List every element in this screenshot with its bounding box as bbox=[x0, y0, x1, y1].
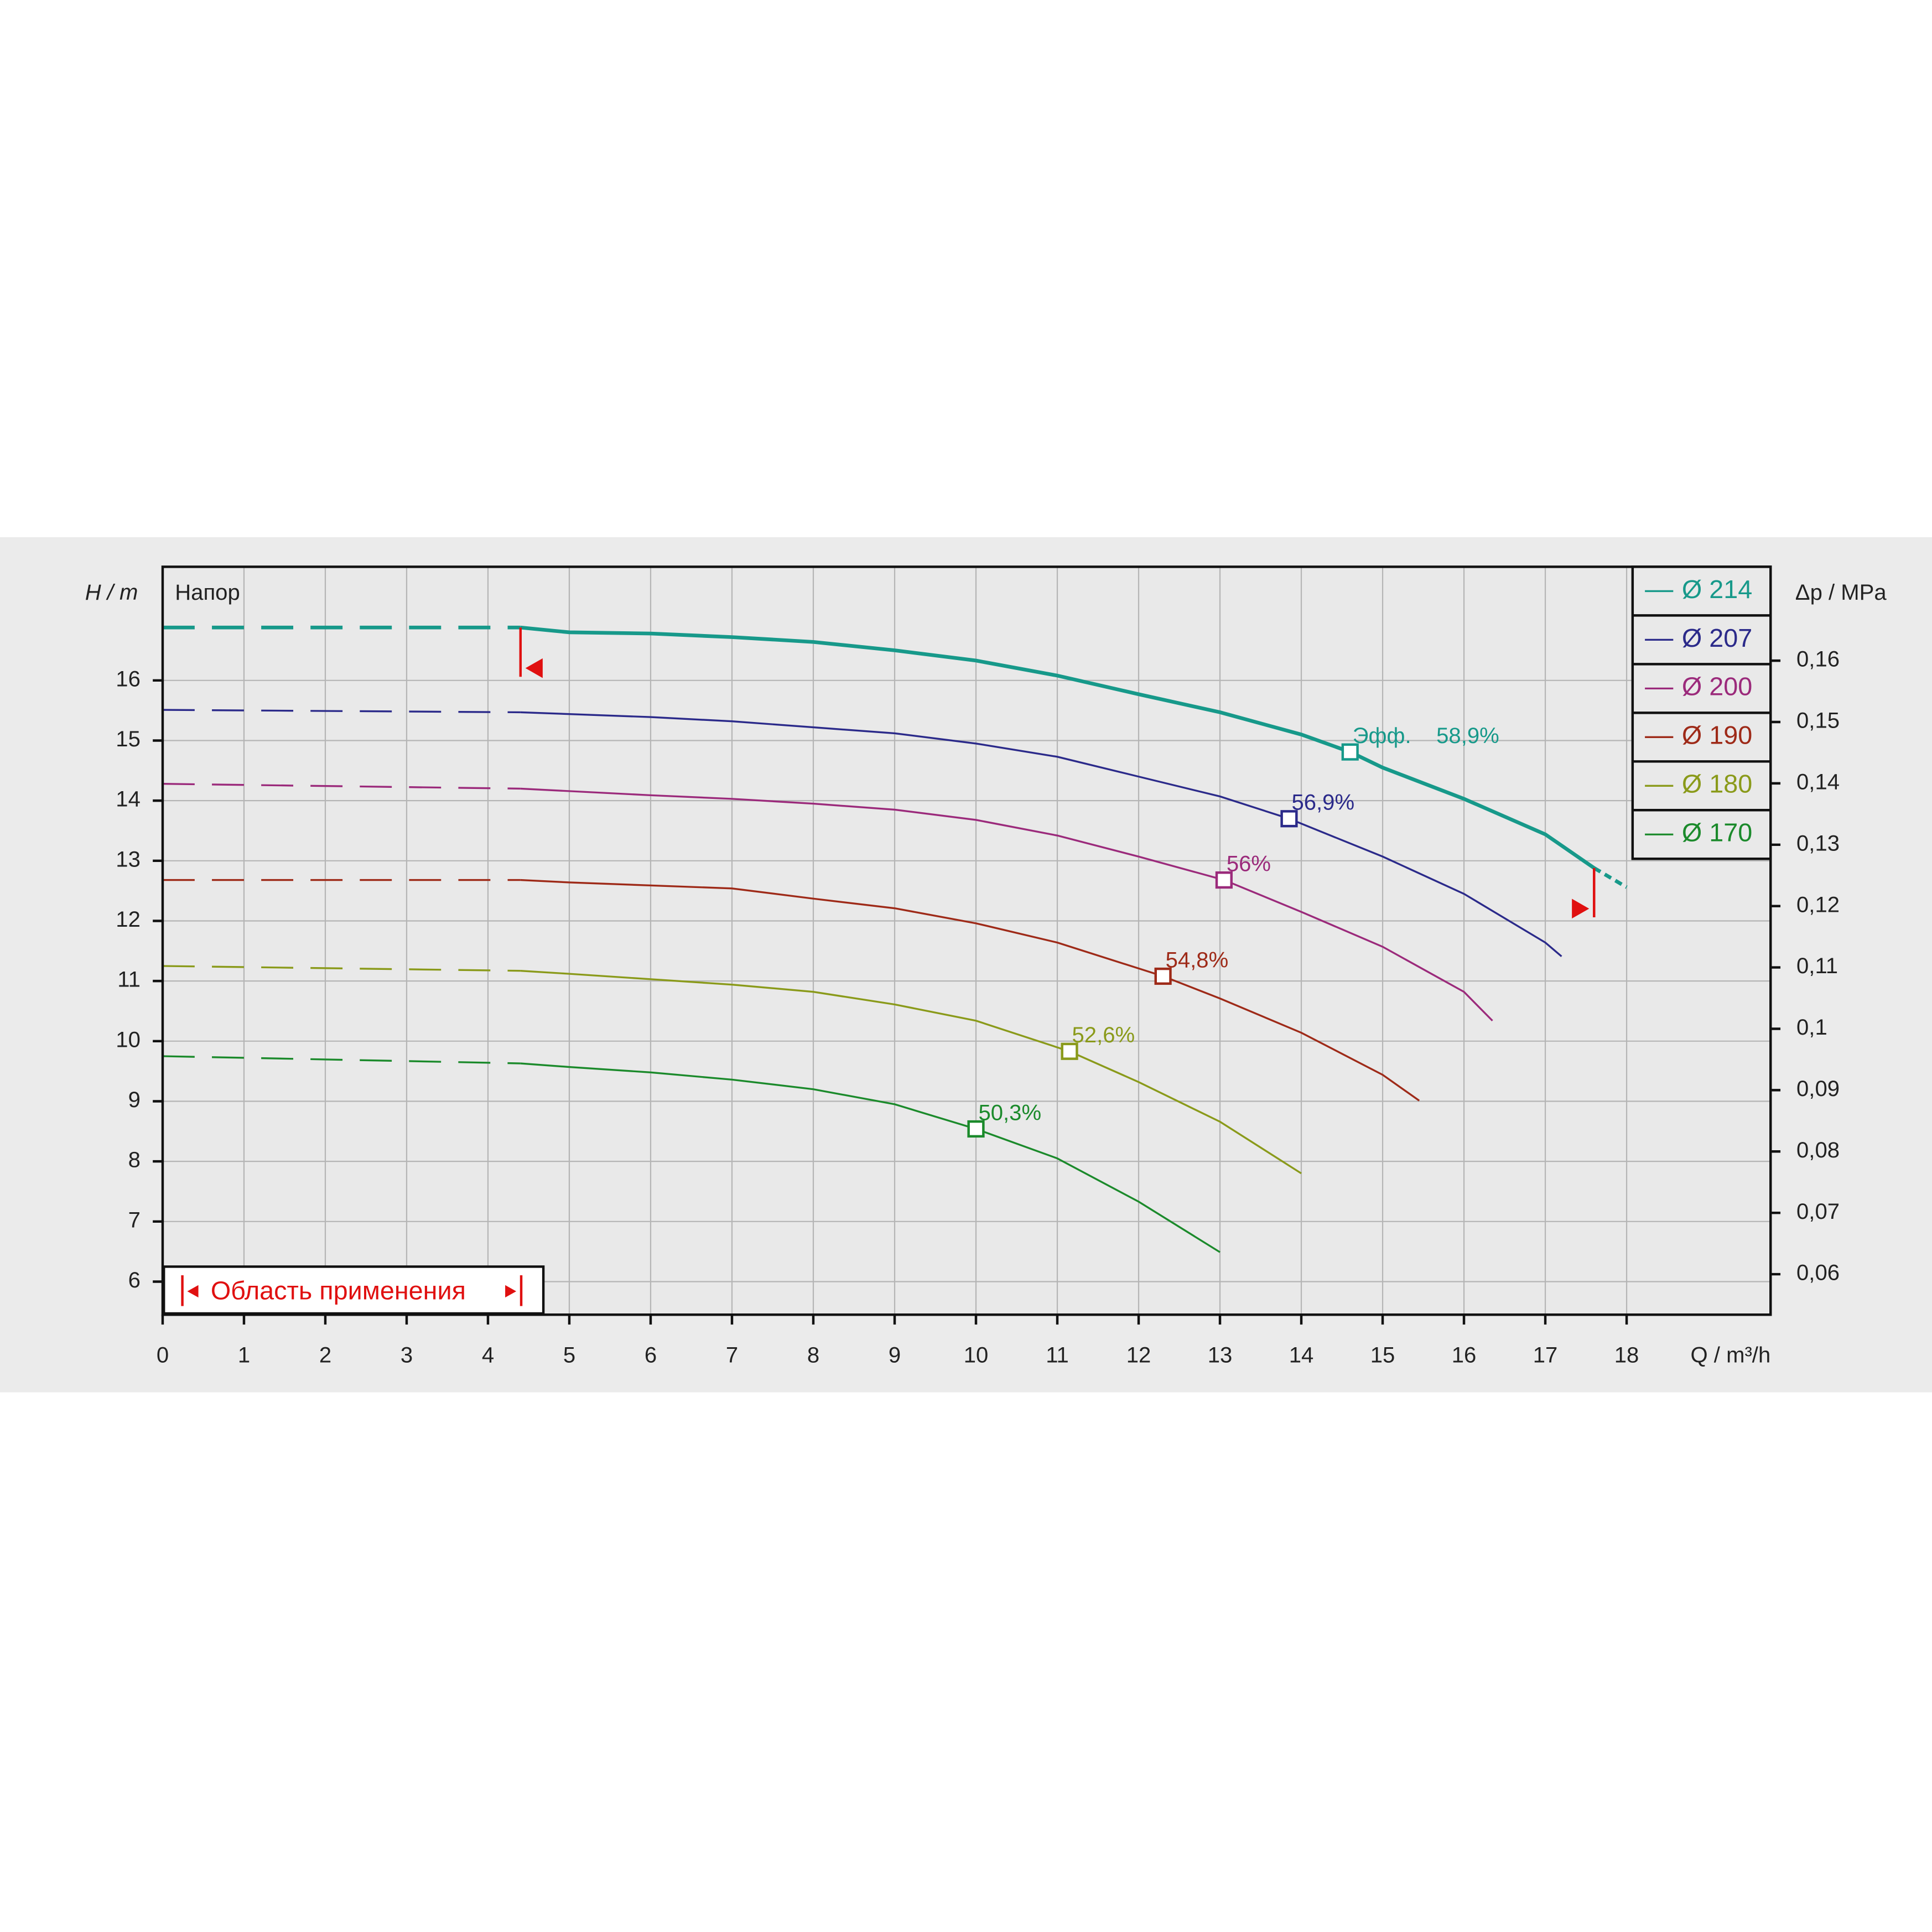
eff-prefix: Эфф. bbox=[1353, 724, 1411, 748]
x-tick-label: 12 bbox=[1126, 1343, 1151, 1368]
legend-label: Ø 200 bbox=[1682, 672, 1752, 701]
x-tick-label: 11 bbox=[1046, 1343, 1069, 1368]
bep-marker bbox=[967, 1120, 985, 1138]
curve bbox=[520, 625, 1596, 870]
bep-marker bbox=[1280, 810, 1298, 828]
bep-label: 56,9% bbox=[1291, 791, 1354, 815]
y-tick-label: 6 bbox=[128, 1268, 141, 1292]
range-flag bbox=[525, 658, 543, 678]
curve-dashed bbox=[162, 965, 521, 972]
x-tick-label: 10 bbox=[964, 1343, 989, 1368]
x-tick-label: 4 bbox=[482, 1343, 494, 1368]
y-tick-label: 11 bbox=[117, 968, 141, 992]
y2-tick-label: 0,08 bbox=[1796, 1138, 1840, 1162]
x-tick-label: 5 bbox=[563, 1343, 575, 1368]
grid bbox=[162, 567, 1771, 1315]
y-tick-label: 7 bbox=[128, 1208, 141, 1232]
bep-marker bbox=[1154, 967, 1172, 985]
y2-tick-label: 0,09 bbox=[1796, 1077, 1840, 1101]
curve-dashed bbox=[162, 783, 521, 790]
bep-label: 56% bbox=[1227, 851, 1271, 876]
x-tick-label: 15 bbox=[1370, 1343, 1395, 1368]
y-tick-label: 14 bbox=[116, 787, 141, 812]
curve bbox=[520, 970, 1302, 1175]
x-tick-label: 6 bbox=[645, 1343, 657, 1368]
curves: Эфф. 58,9% 56,9% 56% 54,8% 52,6% 50,3% bbox=[162, 625, 1628, 1253]
bep-marker bbox=[1341, 743, 1359, 761]
range-label: Область применения bbox=[211, 1276, 466, 1305]
curve bbox=[520, 1062, 1221, 1253]
legend: Ø 214 Ø 207 Ø 200 Ø 190 Ø 180 Ø 170 bbox=[1631, 565, 1772, 860]
y2-tick-label: 0,14 bbox=[1796, 770, 1840, 794]
y2-tick-label: 0,12 bbox=[1796, 892, 1840, 917]
curve bbox=[520, 711, 1562, 957]
curve bbox=[520, 787, 1493, 1022]
legend-label: Ø 207 bbox=[1682, 624, 1752, 652]
y2-axis-label: Δp / MPa bbox=[1795, 580, 1887, 605]
x-tick-label: 18 bbox=[1614, 1343, 1639, 1368]
x-tick-label: 14 bbox=[1289, 1343, 1314, 1368]
curve-dashed bbox=[1593, 866, 1628, 889]
y2-tick-label: 0,13 bbox=[1796, 831, 1840, 855]
annotation: Напор bbox=[175, 580, 240, 605]
y-tick-label: 10 bbox=[116, 1027, 141, 1052]
range-arrow bbox=[187, 1285, 199, 1298]
y-tick-label: 12 bbox=[116, 907, 141, 932]
y-tick-label: 8 bbox=[128, 1148, 141, 1172]
x-tick-label: 3 bbox=[401, 1343, 413, 1368]
legend-label: Ø 170 bbox=[1682, 818, 1752, 847]
y2-tick-label: 0,07 bbox=[1796, 1199, 1840, 1224]
bep-label: 52,6% bbox=[1072, 1023, 1135, 1047]
y2-tick-label: 0,11 bbox=[1796, 954, 1838, 978]
y-tick-label: 15 bbox=[116, 727, 141, 751]
legend-label: Ø 214 bbox=[1682, 575, 1752, 604]
x-tick-label: 7 bbox=[726, 1343, 738, 1368]
legend-label: Ø 180 bbox=[1682, 770, 1752, 798]
x-tick-label: 17 bbox=[1533, 1343, 1558, 1368]
x-tick-label: 8 bbox=[807, 1343, 819, 1368]
curve bbox=[520, 879, 1420, 1102]
curve-dashed bbox=[162, 709, 521, 714]
curve-dashed bbox=[162, 1055, 521, 1064]
range-legend-box bbox=[162, 1265, 545, 1315]
y2-tick-label: 0,06 bbox=[1796, 1261, 1840, 1285]
y-tick-label: 16 bbox=[116, 667, 141, 691]
x-tick-label: 16 bbox=[1452, 1343, 1477, 1368]
y2-tick-label: 0,16 bbox=[1796, 647, 1840, 672]
plot-frame bbox=[161, 565, 1772, 1316]
x-tick-label: 2 bbox=[319, 1343, 331, 1368]
range-legend: Область применения bbox=[162, 1265, 545, 1315]
y2-tick-label: 0,1 bbox=[1796, 1015, 1827, 1040]
x-tick-label: 0 bbox=[157, 1343, 169, 1368]
plot-area bbox=[162, 567, 1771, 1315]
y2-tick-label: 0,15 bbox=[1796, 709, 1840, 733]
bep-label: 58,9% bbox=[1436, 724, 1499, 748]
legend-label: Ø 190 bbox=[1682, 721, 1752, 750]
x-axis-label: Q / m³/h bbox=[1691, 1343, 1771, 1368]
y-tick-label: 9 bbox=[128, 1088, 141, 1112]
x-tick-label: 1 bbox=[238, 1343, 250, 1368]
bep-marker bbox=[1215, 871, 1233, 889]
y-tick-label: 13 bbox=[116, 847, 141, 871]
bep-marker bbox=[1061, 1042, 1078, 1060]
range-flag bbox=[1572, 899, 1590, 919]
range-arrow bbox=[505, 1285, 517, 1298]
bep-label: 50,3% bbox=[978, 1100, 1041, 1125]
x-tick-label: 9 bbox=[889, 1343, 901, 1368]
y-axis-label: H / m bbox=[85, 580, 138, 605]
x-tick-label: 13 bbox=[1208, 1343, 1233, 1368]
bep-label: 54,8% bbox=[1166, 948, 1229, 972]
